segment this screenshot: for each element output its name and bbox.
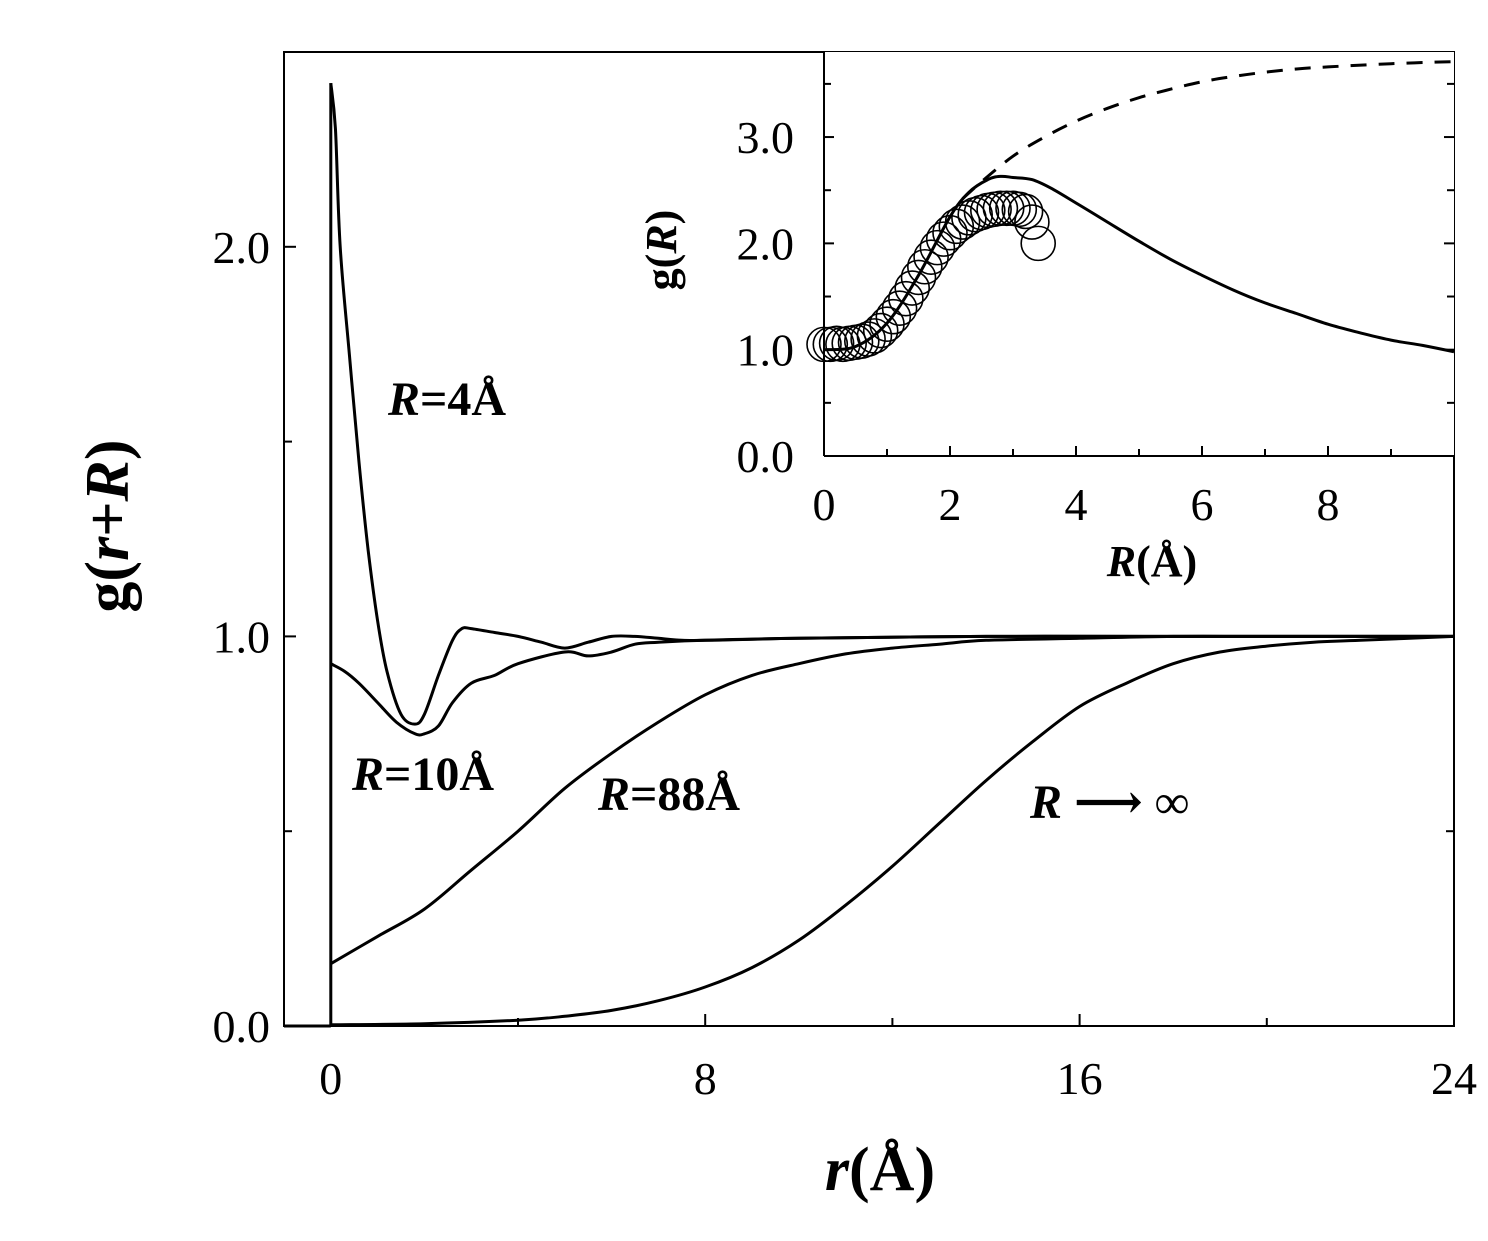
- main-x-axis-label: r(Å): [825, 1136, 935, 1204]
- inset-data-point: [1020, 225, 1056, 262]
- inset-data-point: [888, 280, 924, 317]
- main-x-tick-label: 0: [319, 1053, 342, 1104]
- inset-data-point: [850, 321, 886, 357]
- inset-data-point: [944, 204, 981, 240]
- inset-data-point: [856, 318, 893, 354]
- inset-data-point: [938, 208, 975, 245]
- inset-data-point: [982, 190, 1019, 227]
- inset-x-tick-label: 0: [813, 479, 836, 530]
- inset-y-tick-label: 2.0: [737, 218, 795, 269]
- main-y-tick-label: 1.0: [213, 611, 271, 662]
- inset-data-point: [862, 312, 899, 349]
- curve-label-rinf: R ⟶ ∞: [1029, 776, 1189, 829]
- inset-x-tick-label: 8: [1317, 479, 1340, 530]
- main-series-line-4: [330, 634, 1455, 1027]
- inset-x-tick-label: 6: [1191, 479, 1214, 530]
- main-x-tick-label: 24: [1431, 1053, 1477, 1104]
- inset-data-point: [988, 190, 1025, 227]
- inset-data-point: [875, 298, 912, 335]
- inset-series-line-dashed: [961, 60, 1455, 200]
- main-series-line-2: [330, 634, 1454, 737]
- main-series-line-3: [330, 634, 1454, 965]
- inset-data-point: [913, 239, 949, 275]
- curve-label-r4: R=4Å: [387, 373, 506, 426]
- main-y-tick-label: 2.0: [213, 222, 271, 273]
- inset-x-axis-label: R(Å): [1106, 537, 1197, 586]
- inset-data-point: [894, 270, 931, 306]
- inset-y-tick-label: 1.0: [737, 325, 795, 376]
- main-y-tick-label: 0.0: [213, 1001, 271, 1052]
- inset-x-tick-label: 4: [1065, 479, 1088, 530]
- inset-data-point: [1014, 204, 1050, 240]
- inset-y-tick-label: 3.0: [737, 112, 795, 163]
- inset-curves: [806, 60, 1455, 363]
- inset-y-tick-label: 0.0: [737, 431, 795, 482]
- inset-data-point: [957, 196, 994, 233]
- curve-label-r10: R=10Å: [351, 748, 494, 801]
- main-axis-ticks: 0 8 16 240.01.02.0: [213, 222, 1478, 1104]
- main-y-axis-label: g(r+R): [74, 439, 142, 612]
- inset-data-point: [932, 214, 968, 251]
- inset-background: [824, 52, 1454, 456]
- inset-data-point: [900, 259, 937, 296]
- inset-data-point: [1007, 193, 1044, 230]
- main-x-tick-label: 8: [694, 1053, 717, 1104]
- inset-y-axis-label: g(R): [637, 210, 686, 291]
- inset-data-point: [906, 248, 943, 285]
- inset-axis-ticks: 0 2 4 6 8 0.0 1.0 2.0 3.0: [737, 82, 1454, 530]
- inset-data-point: [1001, 191, 1038, 228]
- curve-label-r88: R=88Å: [597, 768, 740, 821]
- main-curves: [284, 83, 1455, 1028]
- inset-data-point: [919, 229, 956, 266]
- inset-data-point: [963, 194, 1000, 231]
- inset-data-point: [881, 290, 918, 327]
- main-x-tick-label: 16: [1057, 1053, 1103, 1104]
- inset-x-tick-label: 2: [939, 479, 962, 530]
